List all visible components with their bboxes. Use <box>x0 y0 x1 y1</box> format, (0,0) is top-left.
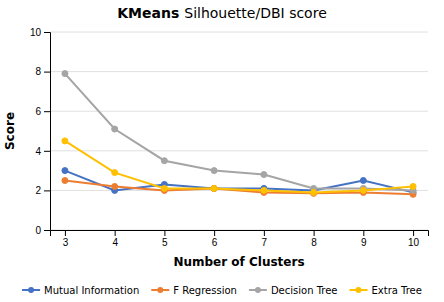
series-point <box>211 185 217 191</box>
x-tick: 9 <box>361 230 367 248</box>
legend-item: Mutual Information <box>22 285 139 296</box>
grid-line <box>50 111 428 112</box>
marks <box>62 71 416 198</box>
series-point <box>360 178 366 184</box>
chart: 3 4 5 6 7 8 9 10 0 2 4 6 8 10 Number of Clusters Score K… <box>0 0 444 302</box>
series-point <box>62 178 68 184</box>
x-tick-mark <box>413 230 414 236</box>
plot: 3 4 5 6 7 8 9 10 0 2 4 6 8 10 <box>30 27 429 248</box>
legend-label: F Regression <box>173 285 237 296</box>
legend-label: Extra Tree <box>372 285 422 296</box>
x-tick-label: 5 <box>162 237 168 248</box>
legend-item: F Regression <box>151 285 237 296</box>
series-line <box>65 181 413 195</box>
grid-line <box>50 71 428 72</box>
title: KMeans <box>117 5 179 21</box>
x-tick-label: 4 <box>112 237 118 248</box>
series-point <box>211 185 217 191</box>
grid <box>50 32 428 230</box>
legend: Mutual Information F Regression Decision T… <box>22 285 422 296</box>
x-tick-label: 7 <box>262 237 268 248</box>
legend-item: Extra Tree <box>350 285 422 296</box>
y-tick: 8 <box>35 66 50 77</box>
series-point <box>311 190 317 196</box>
series-point <box>62 138 68 144</box>
y-tick-label: 10 <box>30 27 42 38</box>
series-point <box>112 170 118 176</box>
y-tick-label: 4 <box>35 146 41 157</box>
x-tick: 7 <box>262 230 268 248</box>
y-tick-label: 8 <box>35 66 41 77</box>
y-tick: 2 <box>35 185 50 196</box>
y-tick-mark <box>44 190 50 191</box>
legend-swatch-marker <box>157 287 163 293</box>
x-tick-mark <box>164 230 165 236</box>
x-tick-mark <box>65 230 66 236</box>
grid-line <box>50 32 428 33</box>
x-tick-label: 8 <box>311 237 317 248</box>
x-tick-label: 6 <box>212 237 218 248</box>
series-point <box>311 189 317 195</box>
legend-label: Mutual Information <box>44 285 139 296</box>
y-tick-mark <box>44 72 50 73</box>
y-tick-label: 0 <box>35 225 41 236</box>
series-point <box>112 183 118 189</box>
series-line <box>65 74 413 191</box>
legend-swatch-marker <box>255 287 261 293</box>
y-tick-mark <box>44 151 50 152</box>
x-axis-line <box>51 231 429 237</box>
series-point <box>360 187 366 193</box>
y-axis-title: Score <box>3 112 17 150</box>
series-point <box>112 126 118 132</box>
x-tick-label: 10 <box>408 237 420 248</box>
series-point <box>161 185 167 191</box>
x-tick-mark <box>264 230 265 236</box>
title-group: KMeans Silhouette/DBI score <box>117 5 327 21</box>
x-tick-label: 3 <box>63 237 69 248</box>
x-axis-title: Number of Clusters <box>173 255 304 269</box>
series-point <box>211 168 217 174</box>
y-axis-line <box>44 33 51 231</box>
series-point <box>410 183 416 189</box>
subtitle: Silhouette/DBI score <box>184 5 326 21</box>
series-point <box>261 187 267 193</box>
x-tick-mark <box>214 230 215 236</box>
y-tick-mark <box>44 230 50 231</box>
legend-swatch-marker <box>28 287 34 293</box>
series-point <box>62 168 68 174</box>
x-tick-mark <box>115 230 116 236</box>
series-point <box>211 185 217 191</box>
x-axis: 3 4 5 6 7 8 9 10 <box>51 230 429 248</box>
legend-label: Decision Tree <box>271 285 338 296</box>
y-tick-mark <box>44 32 50 33</box>
x-tick: 4 <box>112 230 118 248</box>
x-tick: 8 <box>311 230 317 248</box>
x-tick: 10 <box>408 230 420 248</box>
y-tick: 10 <box>30 27 50 38</box>
y-tick-mark <box>44 111 50 112</box>
y-tick: 6 <box>35 106 50 117</box>
y-tick-label: 2 <box>35 185 41 196</box>
x-tick: 6 <box>212 230 218 248</box>
series-point <box>62 71 68 77</box>
x-tick-mark <box>363 230 364 236</box>
legend-item: Decision Tree <box>249 285 338 296</box>
y-tick-label: 6 <box>35 106 41 117</box>
x-tick-mark <box>314 230 315 236</box>
x-tick-label: 9 <box>361 237 367 248</box>
series-line <box>65 141 413 192</box>
y-axis: 0 2 4 6 8 10 <box>30 27 51 236</box>
legend-swatch-marker <box>356 287 362 293</box>
x-tick: 3 <box>63 230 69 248</box>
y-tick: 4 <box>35 146 50 157</box>
y-tick: 0 <box>35 225 50 236</box>
series-point <box>261 172 267 178</box>
series-point <box>161 158 167 164</box>
x-tick: 5 <box>162 230 168 248</box>
grid-line <box>50 150 428 151</box>
